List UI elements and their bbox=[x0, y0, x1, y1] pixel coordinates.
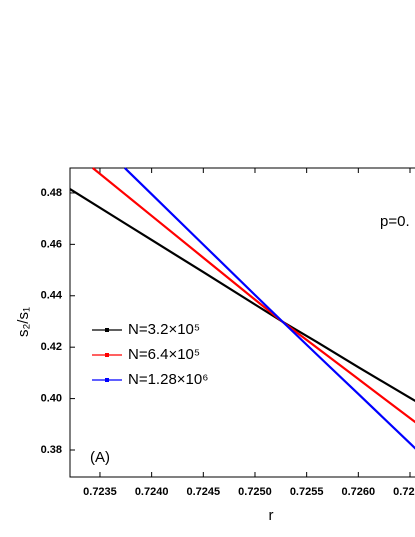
annotation: p=0. bbox=[380, 213, 410, 230]
y-tick-label: 0.48 bbox=[41, 187, 62, 199]
legend-marker bbox=[105, 378, 109, 382]
x-tick-label: 0.7265 bbox=[393, 486, 415, 498]
x-axis-label: r bbox=[269, 507, 274, 524]
x-tick-label: 0.7250 bbox=[238, 486, 272, 498]
legend-label: N=3.2×10⁵ bbox=[128, 321, 200, 338]
x-tick-label: 0.7245 bbox=[186, 486, 220, 498]
y-tick-label: 0.44 bbox=[41, 290, 63, 302]
y-tick-label: 0.46 bbox=[41, 238, 62, 250]
legend-label: N=6.4×10⁵ bbox=[128, 346, 200, 363]
x-tick-label: 0.7255 bbox=[290, 486, 324, 498]
y-tick-label: 0.42 bbox=[41, 341, 62, 353]
x-tick-label: 0.7260 bbox=[341, 486, 375, 498]
x-tick-label: 0.7240 bbox=[135, 486, 169, 498]
annotation: (A) bbox=[90, 449, 110, 466]
x-tick-label: 0.7235 bbox=[83, 486, 117, 498]
legend-marker bbox=[105, 328, 109, 332]
legend-marker bbox=[105, 353, 109, 357]
y-tick-label: 0.38 bbox=[41, 444, 62, 456]
legend-label: N=1.28×10⁶ bbox=[128, 371, 208, 388]
plot-frame bbox=[69, 167, 415, 478]
series-line bbox=[124, 167, 415, 450]
y-tick-label: 0.40 bbox=[41, 392, 62, 404]
y-axis-label: s₂/s₁ bbox=[15, 307, 32, 337]
